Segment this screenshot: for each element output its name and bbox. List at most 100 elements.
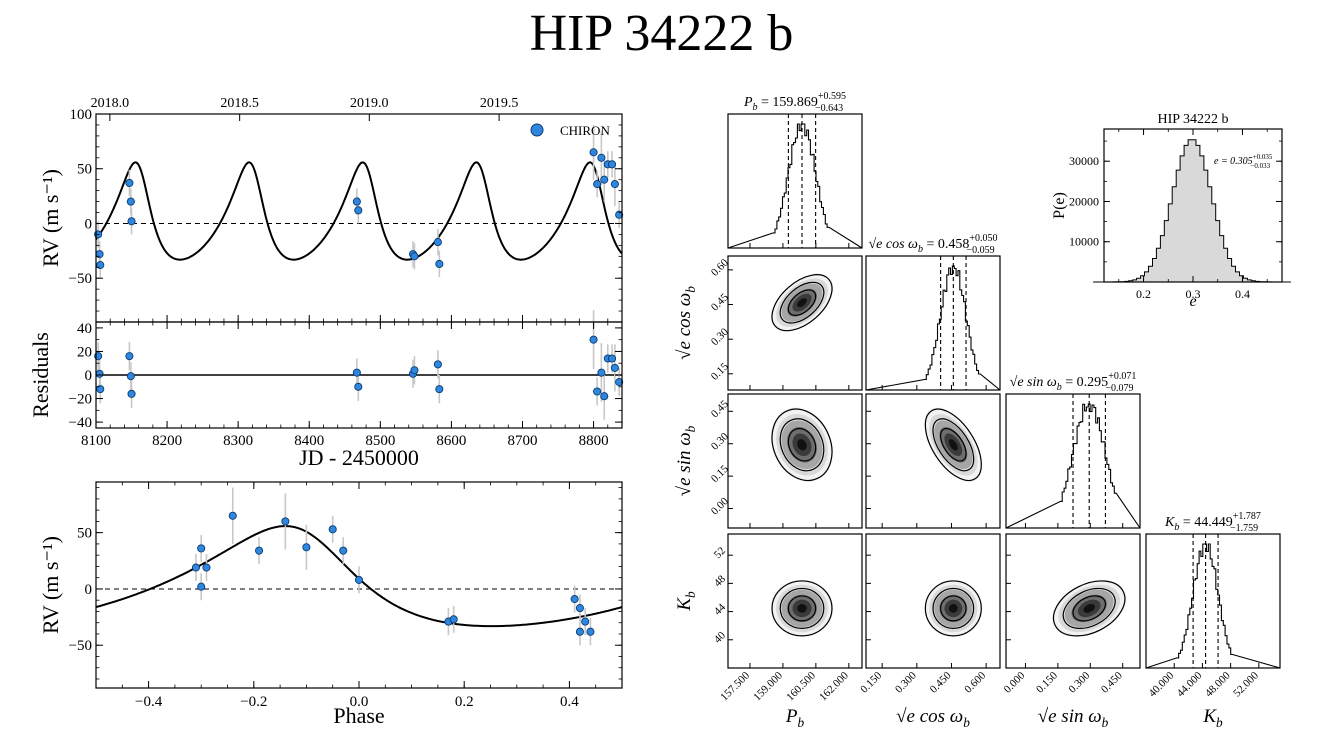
ecc-annotation-minus: −0.033 (1250, 162, 1270, 170)
density-level (948, 604, 958, 613)
corner-frame (865, 255, 1001, 391)
y-tick-label: 0 (85, 582, 93, 598)
label-subscript: b (683, 286, 698, 293)
residual-point (597, 368, 606, 377)
corner-contour-panel (865, 393, 1001, 529)
title-value: = 44.449 (1179, 515, 1232, 530)
title-param: √e sin ω (1010, 375, 1057, 390)
corner-histogram-panel: √e cos ωb = 0.458+0.050 −0.059 (865, 233, 1001, 391)
corner-title: Kb = 44.449+1.787 −1.759 (1164, 511, 1261, 534)
label-base: √e cos ω (896, 706, 963, 727)
corner-x-tick-label: 40.000 (1146, 669, 1176, 699)
x-tick-label: 8800 (579, 433, 609, 449)
corner-y-axis-label: √e sin ωb (674, 425, 698, 496)
title-plus: +0.595 (818, 91, 846, 102)
phase-point (191, 563, 200, 572)
top-axis-label: 2018.0 (91, 96, 130, 111)
title-param: P (743, 95, 753, 110)
corner-histogram-panel: Pb = 159.869+0.595 −0.643 (727, 91, 863, 249)
contour-line (924, 580, 982, 637)
ecc-annotation: e = 0.305+0.035 −0.033 (1214, 153, 1273, 170)
contour-line (1062, 587, 1116, 629)
contour-line (771, 580, 833, 637)
corner-y-axis-label: Kb (674, 591, 698, 612)
corner-histogram-panel: √e sin ωb = 0.295+0.071 −0.079 (1005, 371, 1141, 529)
phase-point (202, 563, 211, 572)
residual-point (589, 335, 598, 344)
label-base: √e sin ω (1038, 706, 1102, 727)
corner-frame (727, 533, 863, 669)
corner-frame (727, 113, 863, 249)
corner-title: √e cos ωb = 0.458+0.050 −0.059 (869, 233, 998, 256)
x-tick-label: 8700 (507, 433, 537, 449)
title-value: = 159.869 (758, 95, 818, 110)
top-axis-label: 2019.5 (480, 96, 519, 111)
top-axis-label: 2018.5 (220, 96, 259, 111)
rv-time-point (127, 217, 136, 226)
rv-time-point (125, 178, 134, 188)
ecc-annotation-plus: +0.035 (1253, 153, 1273, 161)
residual-point (593, 387, 602, 396)
label-base: P (785, 706, 798, 727)
ecc-title: HIP 34222 b (1157, 112, 1228, 127)
y-tick-label: 50 (77, 162, 92, 178)
corner-y-axis-label: √e cos ωb (674, 286, 698, 360)
phase-ylabel: RV (m s⁻¹) (38, 536, 63, 634)
corner-x-tick-label: 48.000 (1203, 669, 1233, 699)
corner-x-tick-label: 44.000 (1175, 669, 1205, 699)
residual-point (352, 368, 361, 377)
label-base: e (1189, 293, 1196, 310)
corner-x-tick-label: 0.300 (893, 669, 919, 695)
label-subscript: b (963, 715, 970, 730)
title-subscript: b (1057, 382, 1062, 393)
residual-point (600, 392, 609, 401)
rv-time-point (607, 160, 617, 169)
rv-time-point (610, 180, 619, 189)
corner-x-tick-label: 0.000 (1002, 669, 1028, 695)
contour-line (771, 408, 833, 482)
residual-point (610, 363, 619, 372)
corner-x-tick-label: 160.500 (784, 669, 818, 703)
rv-time-ylabel: RV (m s⁻¹) (38, 169, 63, 267)
page-title: HIP 34222 b (529, 5, 794, 62)
residual-point (410, 366, 419, 375)
corner-title: Pb = 159.869+0.595 −0.643 (743, 91, 846, 114)
posterior-histogram (865, 265, 1001, 391)
rv-time-point (435, 259, 444, 269)
legend-marker (530, 123, 544, 137)
rv-time-point (593, 180, 602, 189)
x-tick-label: 8400 (294, 433, 324, 449)
phase-point (339, 546, 348, 555)
y-tick-label: −50 (69, 638, 92, 654)
label-subscript: b (797, 715, 804, 730)
label-subscript: b (1216, 715, 1223, 730)
title-plus: +1.787 (1233, 511, 1261, 522)
rv-time-point (352, 197, 361, 206)
corner-contour-panel: 157.500 159.000 160.500 162.000 40 44 48 52 (712, 533, 863, 703)
label-subscript: b (683, 591, 698, 598)
corner-title: √e sin ωb = 0.295+0.071 −0.079 (1010, 371, 1137, 394)
x-tick-label: 8500 (365, 433, 395, 449)
contour-line (940, 427, 967, 462)
contour-line (787, 289, 817, 316)
x-tick-label: 0.2 (1136, 287, 1151, 301)
x-tick-label: 8600 (436, 433, 466, 449)
rv-time-point (410, 252, 419, 261)
contour-line (1052, 580, 1126, 637)
contour-line (787, 595, 817, 622)
corner-frame (865, 533, 1001, 669)
corner-contour-panel: 0.150 0.300 0.450 0.600 (858, 533, 1001, 696)
residual-xlabel: JD - 2450000 (299, 445, 419, 470)
x-tick-label: 8300 (223, 433, 253, 449)
phase-point (302, 543, 311, 552)
residual-point (433, 360, 442, 369)
rv-time-point (600, 175, 609, 184)
phase-xlabel: Phase (333, 703, 384, 728)
contour-line (932, 587, 975, 629)
density-level (797, 604, 807, 613)
corner-x-tick-label: 0.450 (1099, 669, 1125, 695)
phase-point (328, 525, 337, 534)
rv-time-point (589, 148, 598, 157)
ecc-xlabel: e (1189, 293, 1196, 310)
